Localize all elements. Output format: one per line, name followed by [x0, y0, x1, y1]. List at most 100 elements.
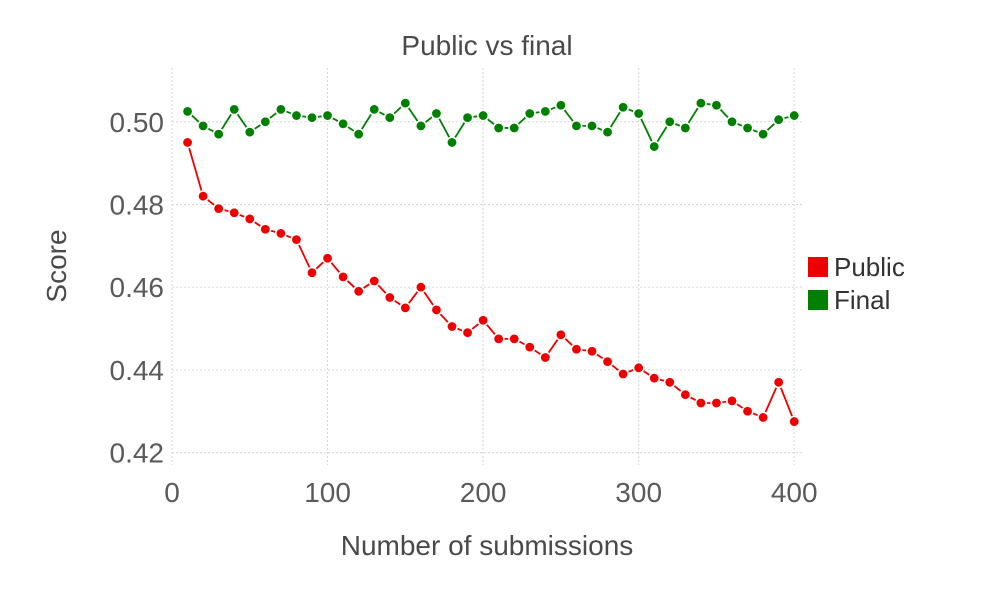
data-point-final: [383, 111, 396, 124]
data-point-public: [508, 332, 521, 345]
y-tick-label: 0.42: [110, 438, 165, 469]
data-point-public: [725, 394, 738, 407]
data-point-public: [197, 190, 210, 203]
series-line-final: [186, 101, 795, 149]
data-point-final: [648, 140, 661, 153]
data-point-final: [352, 128, 365, 141]
data-point-public: [445, 320, 458, 333]
data-point-public: [788, 415, 801, 428]
legend-swatch-final: [808, 290, 828, 310]
data-point-final: [477, 109, 490, 122]
data-point-final: [290, 109, 303, 122]
data-point-public: [648, 372, 661, 385]
data-point-final: [197, 119, 210, 132]
data-point-final: [554, 99, 567, 112]
legend-label-public: Public: [834, 252, 905, 282]
data-point-final: [725, 115, 738, 128]
data-point-public: [554, 328, 567, 341]
data-point-public: [212, 202, 225, 215]
data-point-public: [228, 206, 241, 219]
data-point-final: [617, 101, 630, 114]
data-point-final: [228, 103, 241, 116]
series-lines: [186, 101, 796, 422]
series-points: [181, 97, 801, 428]
x-tick-label: 0: [164, 477, 180, 508]
data-point-public: [399, 301, 412, 314]
data-point-public: [368, 274, 381, 287]
data-point-public: [539, 351, 552, 364]
grid: [171, 68, 802, 465]
data-point-final: [741, 121, 754, 134]
x-tick-label: 300: [615, 477, 662, 508]
data-point-final: [601, 126, 614, 139]
data-point-final: [663, 115, 676, 128]
data-point-final: [445, 136, 458, 149]
data-point-final: [243, 126, 256, 139]
x-axis-title: Number of submissions: [341, 530, 634, 561]
y-axis-title: Score: [41, 229, 72, 302]
data-point-final: [539, 105, 552, 118]
data-point-public: [741, 405, 754, 418]
data-point-final: [523, 107, 536, 120]
y-tick-label: 0.46: [110, 272, 165, 303]
data-point-public: [617, 368, 630, 381]
data-point-public: [694, 396, 707, 409]
data-point-public: [477, 314, 490, 327]
data-point-public: [352, 285, 365, 298]
x-tick-label: 400: [771, 477, 818, 508]
data-point-final: [585, 119, 598, 132]
data-point-final: [461, 111, 474, 124]
data-point-final: [508, 121, 521, 134]
data-point-public: [305, 266, 318, 279]
data-point-final: [337, 117, 350, 130]
tick-labels: 0 100 200 300 400 0.42 0.44 0.46 0.48 0.50: [110, 107, 818, 508]
data-point-public: [757, 411, 770, 424]
data-point-final: [570, 119, 583, 132]
data-point-public: [243, 212, 256, 225]
data-point-public: [601, 355, 614, 368]
data-point-public: [632, 361, 645, 374]
data-point-public: [414, 281, 427, 294]
data-point-final: [632, 107, 645, 120]
data-point-final: [274, 103, 287, 116]
x-tick-label: 100: [304, 477, 351, 508]
data-point-public: [430, 303, 443, 316]
data-point-final: [305, 111, 318, 124]
data-point-final: [414, 119, 427, 132]
legend-swatch-public: [808, 257, 828, 277]
y-tick-label: 0.48: [110, 189, 165, 220]
data-point-public: [181, 136, 194, 149]
data-point-final: [321, 109, 334, 122]
data-point-final: [259, 115, 272, 128]
data-point-final: [694, 97, 707, 110]
chart-title: Public vs final: [401, 30, 572, 61]
data-point-final: [788, 109, 801, 122]
data-point-public: [585, 345, 598, 358]
data-point-public: [523, 341, 536, 354]
data-point-public: [259, 223, 272, 236]
data-point-public: [663, 376, 676, 389]
data-point-public: [710, 396, 723, 409]
data-point-public: [290, 233, 303, 246]
data-point-final: [492, 121, 505, 134]
data-point-public: [274, 227, 287, 240]
data-point-public: [679, 388, 692, 401]
data-point-final: [212, 128, 225, 141]
data-point-public: [383, 291, 396, 304]
legend-label-final: Final: [834, 285, 890, 315]
data-point-final: [710, 99, 723, 112]
data-point-final: [181, 105, 194, 118]
series-line-public: [186, 142, 796, 422]
data-point-final: [757, 128, 770, 141]
data-point-final: [430, 107, 443, 120]
data-point-final: [772, 113, 785, 126]
data-point-public: [492, 332, 505, 345]
data-point-public: [570, 343, 583, 356]
data-point-final: [679, 121, 692, 134]
y-tick-label: 0.50: [110, 107, 165, 138]
x-tick-label: 200: [460, 477, 507, 508]
data-point-public: [772, 376, 785, 389]
data-point-public: [321, 252, 334, 265]
